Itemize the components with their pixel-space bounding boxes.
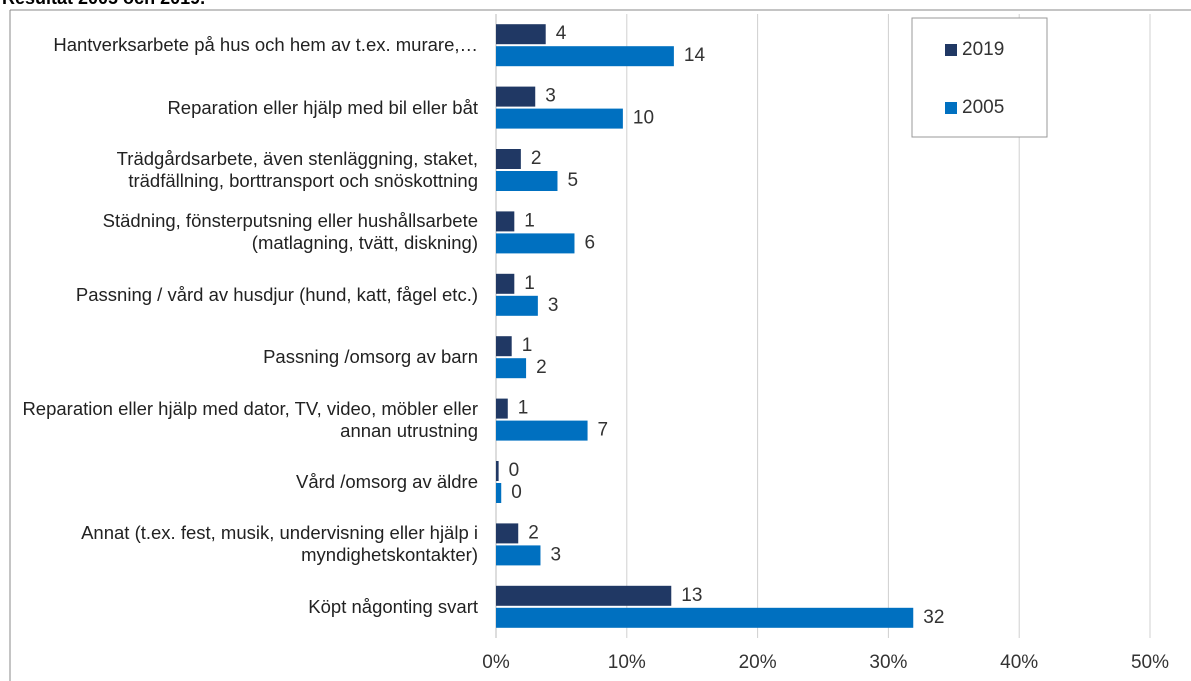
data-label: 0: [511, 482, 522, 503]
bar: [496, 607, 914, 628]
x-tick-label: 10%: [608, 652, 646, 673]
category-label: Passning / vård av husdjur (hund, katt, …: [75, 283, 478, 305]
data-label: 1: [524, 210, 535, 231]
data-label: 3: [548, 295, 559, 316]
data-label: 14: [684, 45, 706, 66]
category-label: Annat (t.ex. fest, musik, undervisning e…: [81, 522, 478, 566]
bar: [496, 24, 546, 45]
bar: [496, 523, 519, 544]
data-label: 0: [509, 460, 520, 481]
category-label: Hantverksarbete på hus och hem av t.ex. …: [53, 34, 478, 56]
bar: [496, 46, 674, 67]
bar: [496, 461, 499, 481]
x-tick-label: 50%: [1131, 652, 1169, 673]
chart-title: Resultat 2005 och 2019.: [2, 0, 205, 9]
bar: [496, 420, 588, 441]
bar: [496, 585, 672, 606]
bar: [496, 273, 515, 294]
bar: [496, 149, 521, 169]
legend-swatch: [945, 44, 957, 56]
data-label: 1: [524, 273, 535, 294]
category-label: Reparation eller hjälp med dator, TV, vi…: [22, 397, 478, 441]
x-tick-label: 30%: [869, 652, 907, 673]
legend-box: [911, 17, 1048, 138]
x-tick-label: 20%: [739, 652, 777, 673]
bar: [496, 233, 575, 254]
bar: [496, 483, 502, 503]
bar: [496, 295, 538, 316]
bar: [496, 86, 536, 107]
data-label: 3: [545, 86, 556, 107]
data-label: 13: [681, 585, 702, 606]
data-label: 1: [522, 335, 533, 356]
data-label: 5: [567, 170, 578, 191]
bar: [496, 358, 527, 379]
category-label: Trädgårdsarbete, även stenläggning, stak…: [116, 148, 478, 191]
category-label: Vård /omsorg av äldre: [295, 471, 478, 492]
bar: [496, 211, 515, 232]
data-label: 32: [923, 607, 944, 628]
data-label: 2: [536, 357, 547, 378]
bar: [496, 545, 541, 566]
legend-swatch: [945, 102, 957, 114]
category-label: Passning /omsorg av barn: [263, 346, 478, 368]
data-label: 7: [598, 420, 609, 441]
bar: [496, 398, 508, 419]
data-label: 2: [528, 522, 539, 543]
bar: [496, 336, 512, 357]
bar: [496, 171, 558, 191]
data-label: 4: [556, 23, 567, 44]
category-label: Reparation eller hjälp med bil eller båt: [167, 96, 478, 118]
legend-label: 2019: [962, 39, 1004, 60]
data-label: 1: [518, 398, 529, 419]
category-label: Städning, fönsterputsning eller hushålls…: [102, 210, 478, 254]
data-label: 6: [584, 232, 595, 253]
x-tick-label: 0%: [482, 652, 510, 673]
category-label: Köpt någonting svart: [308, 595, 478, 617]
data-label: 2: [531, 148, 542, 169]
bar: [496, 108, 623, 129]
legend-label: 2005: [962, 97, 1004, 118]
data-label: 3: [550, 544, 561, 565]
x-tick-label: 40%: [1000, 652, 1038, 673]
data-label: 10: [633, 108, 654, 129]
